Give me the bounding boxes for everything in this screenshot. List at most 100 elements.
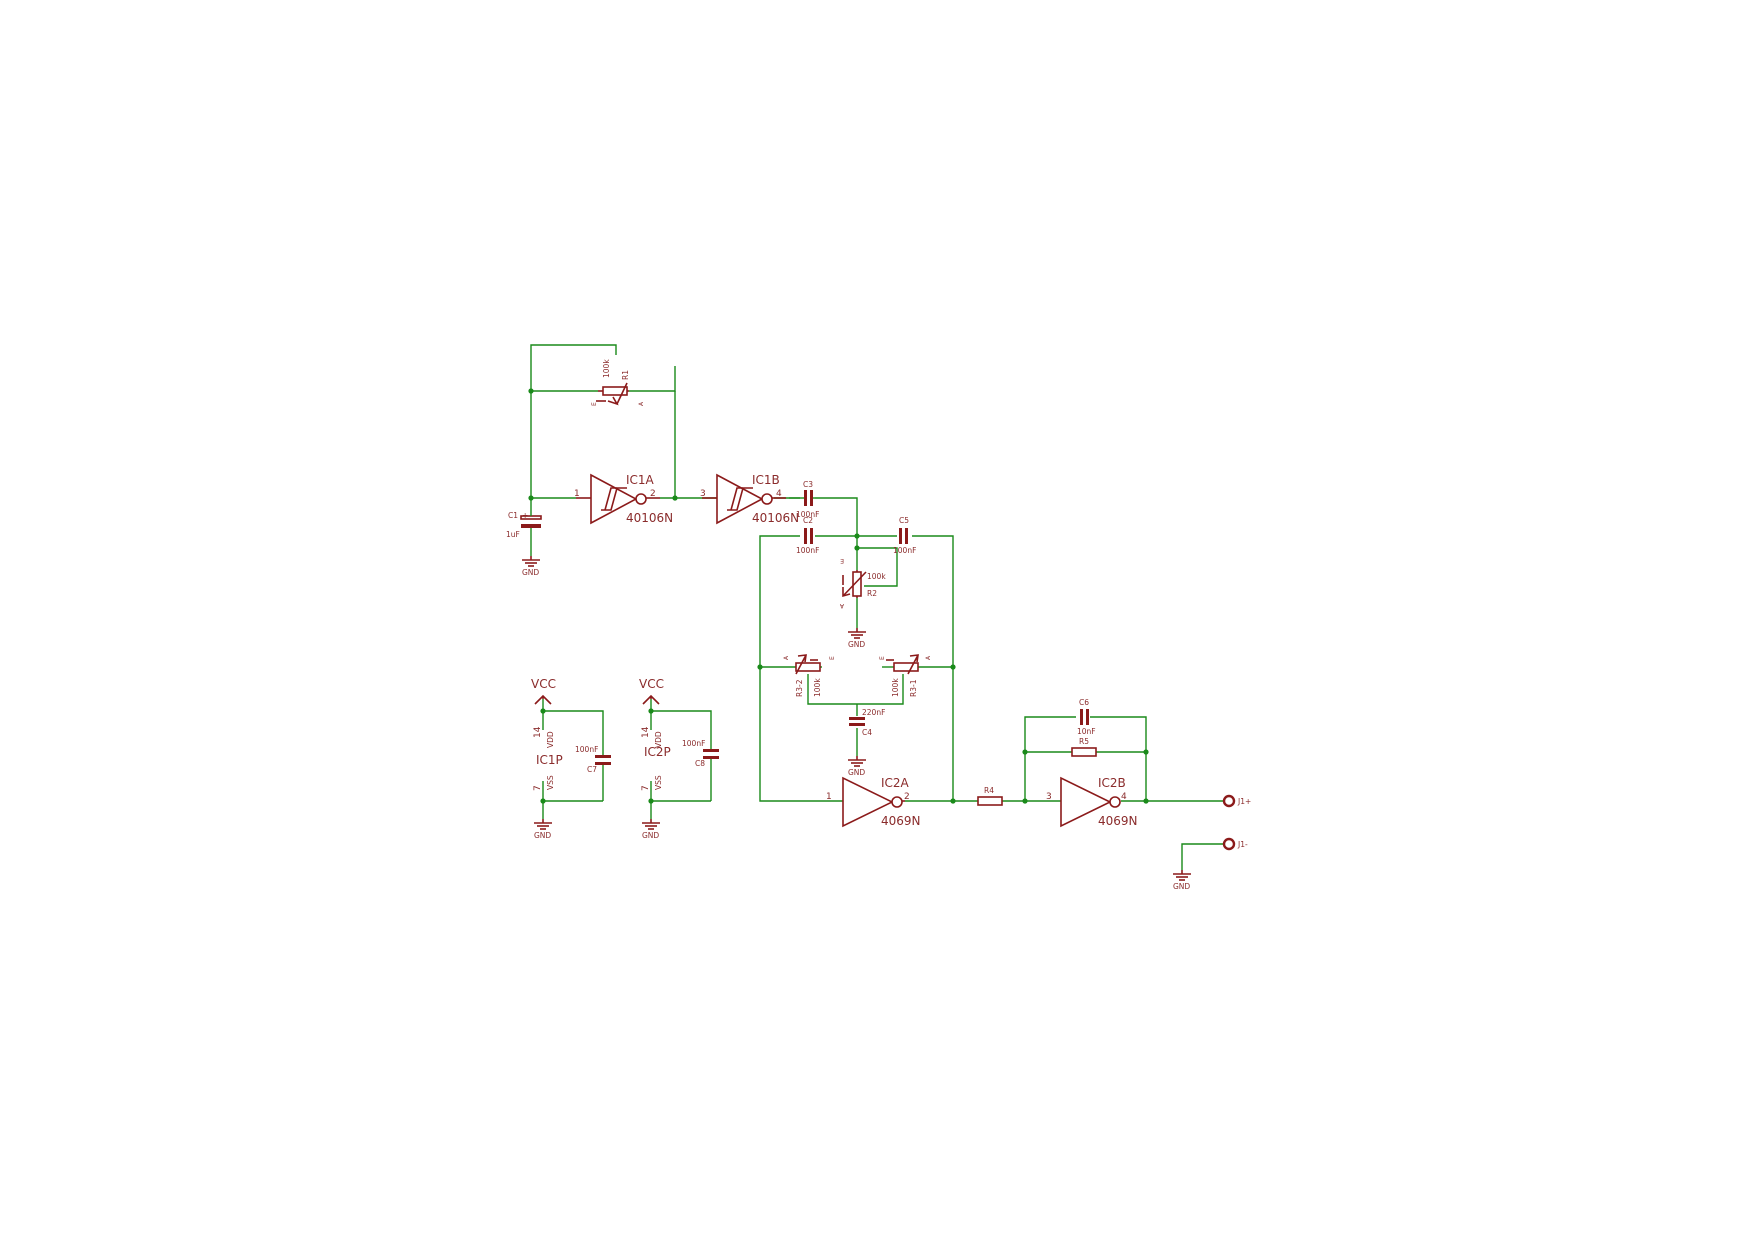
r5-name: R5 <box>1079 737 1089 746</box>
ic1a-pin-in: 1 <box>574 489 580 499</box>
ic2a-name: IC2A <box>881 776 910 790</box>
ic2a-value: 4069N <box>881 814 921 828</box>
junctions <box>528 388 1149 804</box>
gnd-ic1p: GND <box>534 819 552 840</box>
ic1a-pin-out: 2 <box>650 489 656 499</box>
gnd-r2-label: GND <box>848 640 865 649</box>
ic2p-power: VCC 14 VDD IC2P 7 VSS 100nF C8 <box>639 677 719 791</box>
r4-resistor: R4 <box>977 786 1003 806</box>
c6-value: 10nF <box>1077 727 1096 736</box>
j1-minus-label: J1- <box>1237 840 1248 849</box>
r2-pin-a: A <box>839 602 844 609</box>
ic1a-value: 40106N <box>626 511 673 525</box>
j1-plus-pad: J1+ <box>1222 794 1251 808</box>
ic2p-pin-vdd: 14 <box>641 726 651 738</box>
c1-value: 1uF <box>506 530 520 539</box>
c2-value: 100nF <box>796 546 819 555</box>
r3-2-pin-e: E <box>829 656 836 660</box>
gnd-c1-label: GND <box>522 568 539 577</box>
c4-capacitor: 220nF C4 <box>849 708 885 737</box>
ic1p-name: IC1P <box>536 753 563 767</box>
ic2a-inverter: IC2A 4069N 1 2 <box>826 776 921 828</box>
ic1p-vdd: VDD <box>546 731 555 748</box>
c5-value: 100nF <box>893 546 916 555</box>
c4-name: C4 <box>862 728 872 737</box>
gnd-c1: GND <box>522 556 540 577</box>
r3-1-trimmer: 100k R3-1 E A <box>879 654 932 697</box>
r3-1-name: R3-1 <box>909 679 918 697</box>
ic1b-value: 40106N <box>752 511 799 525</box>
ic1p-vss: VSS <box>546 775 555 790</box>
c8-value: 100nF <box>682 739 705 748</box>
wires <box>530 344 1224 870</box>
ic2p-pin-vss: 7 <box>641 785 651 791</box>
r1-pin-e: E <box>591 402 598 406</box>
c8-name: C8 <box>695 759 705 768</box>
ic2a-pin-in: 1 <box>826 792 832 802</box>
r2-value: 100k <box>867 572 886 581</box>
r1-trimmer: R1 100k E A <box>591 359 645 406</box>
ic2p-vcc-label: VCC <box>639 677 664 691</box>
ic2b-inverter: IC2B 4069N 3 4 <box>1046 776 1138 828</box>
c7-value: 100nF <box>575 745 598 754</box>
ic1a-inverter: IC1A 40106N 1 2 <box>574 473 673 525</box>
ic1p-vcc-label: VCC <box>531 677 556 691</box>
r2-pin-e: E <box>840 557 844 564</box>
c1-polarity: + <box>522 511 528 520</box>
ic2b-pin-out: 4 <box>1121 792 1127 802</box>
r3-2-pin-a: A <box>783 655 790 660</box>
c6-capacitor: C6 10nF <box>1077 698 1096 736</box>
c6-name: C6 <box>1079 698 1089 707</box>
r3-2-value: 100k <box>813 678 822 697</box>
ic1p-power: VCC 14 VDD IC1P 7 VSS 100nF C7 <box>531 677 611 791</box>
r3-2-trimmer: R3-2 100k A E <box>783 654 836 697</box>
j1-plus-label: J1+ <box>1237 797 1251 806</box>
c2-capacitor: C2 100nF <box>796 516 819 555</box>
gnd-symbols: GND GND GND GND GND GND <box>522 556 1191 891</box>
r1-pin-a: A <box>638 401 645 406</box>
ic1b-pin-in: 3 <box>700 489 706 499</box>
r3-1-pin-e: E <box>879 656 886 660</box>
ic1a-name: IC1A <box>626 473 655 487</box>
ic2b-value: 4069N <box>1098 814 1138 828</box>
r5-resistor: R5 <box>1071 737 1097 757</box>
ic2b-pin-in: 3 <box>1046 792 1052 802</box>
gnd-r2: GND <box>848 628 866 649</box>
r1-name: R1 <box>621 370 630 380</box>
gnd-j1: GND <box>1173 870 1191 891</box>
ic2p-name: IC2P <box>644 745 671 759</box>
ic2p-vdd: VDD <box>654 731 663 748</box>
c1-name: C1 <box>508 511 518 520</box>
ic2a-pin-out: 2 <box>904 792 910 802</box>
c2-name: C2 <box>803 516 813 525</box>
ic1b-name: IC1B <box>752 473 780 487</box>
r3-1-pin-a: A <box>925 655 932 660</box>
ic2p-vss: VSS <box>654 775 663 790</box>
ic2b-name: IC2B <box>1098 776 1126 790</box>
ic1p-pin-vdd: 14 <box>533 726 543 738</box>
r2-trimmer: 100k R2 E A <box>839 557 886 609</box>
r4-name: R4 <box>984 786 994 795</box>
r3-1-value: 100k <box>891 678 900 697</box>
c3-capacitor: C3 100nF <box>796 480 819 519</box>
j1-minus-pad: J1- <box>1222 837 1248 851</box>
gnd-ic1p-label: GND <box>534 831 551 840</box>
c3-value: 100nF <box>796 510 819 519</box>
c3-name: C3 <box>803 480 813 489</box>
ic1b-pin-out: 4 <box>776 489 782 499</box>
c4-value: 220nF <box>862 708 885 717</box>
gnd-j1-label: GND <box>1173 882 1190 891</box>
r1-value: 100k <box>602 359 611 378</box>
gnd-ic2p: GND <box>642 819 660 840</box>
gnd-c4-label: GND <box>848 768 865 777</box>
r3-2-name: R3-2 <box>795 679 804 697</box>
gnd-ic2p-label: GND <box>642 831 659 840</box>
gnd-c4: GND <box>848 756 866 777</box>
ic1p-pin-vss: 7 <box>533 785 543 791</box>
r2-name: R2 <box>867 589 877 598</box>
c5-name: C5 <box>899 516 909 525</box>
c5-capacitor: C5 100nF <box>893 516 916 555</box>
c7-name: C7 <box>587 765 597 774</box>
ic1b-inverter: IC1B 40106N 3 4 <box>700 473 799 525</box>
